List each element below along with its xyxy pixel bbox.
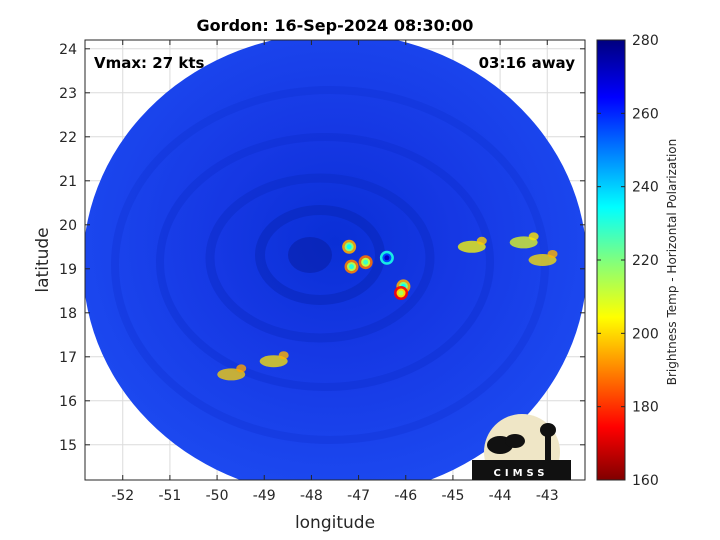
- y-tick-label: 17: [59, 350, 77, 366]
- colorbar-tick-label: 240: [632, 180, 659, 196]
- x-tick-label: -50: [206, 488, 229, 504]
- colorbar: [596, 39, 626, 481]
- colorbar-tick-label: 200: [632, 326, 659, 342]
- cimss-logo: CIMSS: [472, 414, 571, 480]
- cold-spot: [384, 255, 390, 261]
- cold-spot: [349, 264, 355, 270]
- x-axis-label: longitude: [295, 513, 375, 533]
- y-tick-label: 21: [59, 174, 77, 190]
- x-tick-label: -46: [394, 488, 417, 504]
- x-tick-label: -43: [536, 488, 559, 504]
- x-tick-label: -47: [347, 488, 370, 504]
- cold-spot: [346, 244, 352, 250]
- spiral-band: [255, 205, 385, 305]
- y-axis: 15 16 17 18 19 20 21 22 23 24: [59, 42, 585, 454]
- storm-core: [288, 237, 332, 273]
- warm-cluster-fleck: [528, 232, 539, 241]
- colorbar-ticks: 280 260 240 220 200 180 160: [597, 33, 659, 489]
- chart-title: Gordon: 16-Sep-2024 08:30:00: [197, 16, 474, 35]
- swath-ellipse: [85, 40, 585, 480]
- warm-cluster-fleck: [476, 236, 487, 245]
- colorbar-tick-label: 280: [632, 33, 659, 49]
- x-tick-label: -45: [441, 488, 464, 504]
- axes-box: [84, 39, 586, 481]
- y-tick-label: 22: [59, 130, 77, 146]
- y-tick-label: 16: [59, 394, 77, 410]
- spiral-band: [205, 173, 435, 343]
- y-tick-label: 19: [59, 262, 77, 278]
- x-tick-label: -51: [158, 488, 181, 504]
- x-tick-label: -48: [300, 488, 323, 504]
- colorbar-tick-label: 160: [632, 473, 659, 489]
- y-tick-label: 20: [59, 218, 77, 234]
- y-tick-label: 23: [59, 86, 77, 102]
- colorbar-tick-label: 180: [632, 400, 659, 416]
- y-axis-label: latitude: [33, 227, 53, 292]
- spiral-band: [156, 133, 494, 391]
- colorbar-tick-label: 220: [632, 253, 659, 269]
- cold-spot: [363, 259, 369, 265]
- x-tick-label: -49: [253, 488, 276, 504]
- colorbar-tick-label: 260: [632, 106, 659, 122]
- colorbar-label: Brightness Temp - Horizontal Polarizatio…: [665, 139, 679, 386]
- cimss-logo-text: CIMSS: [494, 468, 549, 479]
- cold-spot: [398, 290, 404, 296]
- warm-cluster-fleck: [278, 351, 289, 360]
- warm-cluster-fleck: [236, 364, 247, 373]
- y-tick-label: 15: [59, 438, 77, 454]
- y-tick-label: 24: [59, 42, 77, 58]
- time-away-annotation: 03:16 away: [479, 54, 576, 72]
- x-tick-label: -44: [489, 488, 512, 504]
- x-axis: -52 -51 -50 -49 -48 -47 -46 -45 -44 -43: [111, 40, 559, 504]
- y-tick-label: 18: [59, 306, 77, 322]
- warm-cluster-fleck: [547, 250, 558, 258]
- vmax-annotation: Vmax: 27 kts: [94, 54, 204, 72]
- x-tick-label: -52: [111, 488, 134, 504]
